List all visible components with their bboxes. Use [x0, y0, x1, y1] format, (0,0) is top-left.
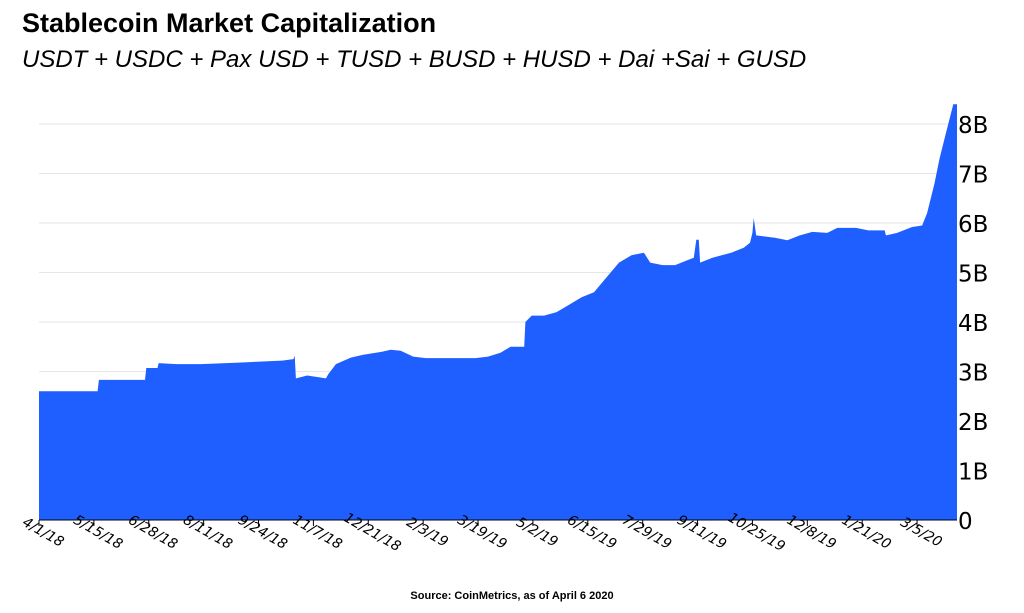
y-tick-label: 3B	[958, 361, 988, 387]
y-tick-labels: 0 1B 2B 3B 4B 5B 6B 7B 8B	[958, 113, 988, 535]
y-tick-label: 0	[958, 509, 973, 535]
axis-layer	[38, 519, 957, 526]
chart-subtitle: USDT + USDC + Pax USD + TUSD + BUSD + HU…	[22, 46, 807, 73]
area-layer	[39, 104, 957, 520]
y-tick-label: 5B	[958, 262, 988, 288]
series-area	[39, 104, 957, 520]
chart-title: Stablecoin Market Capitalization	[22, 8, 437, 38]
y-tick-label: 8B	[958, 113, 988, 139]
y-tick-label: 1B	[958, 460, 988, 486]
source-note: Source: CoinMetrics, as of April 6 2020	[410, 590, 614, 602]
y-tick-label: 6B	[958, 212, 988, 238]
y-tick-label: 2B	[958, 410, 988, 436]
y-tick-label: 7B	[958, 163, 988, 189]
y-tick-label: 4B	[958, 311, 988, 337]
